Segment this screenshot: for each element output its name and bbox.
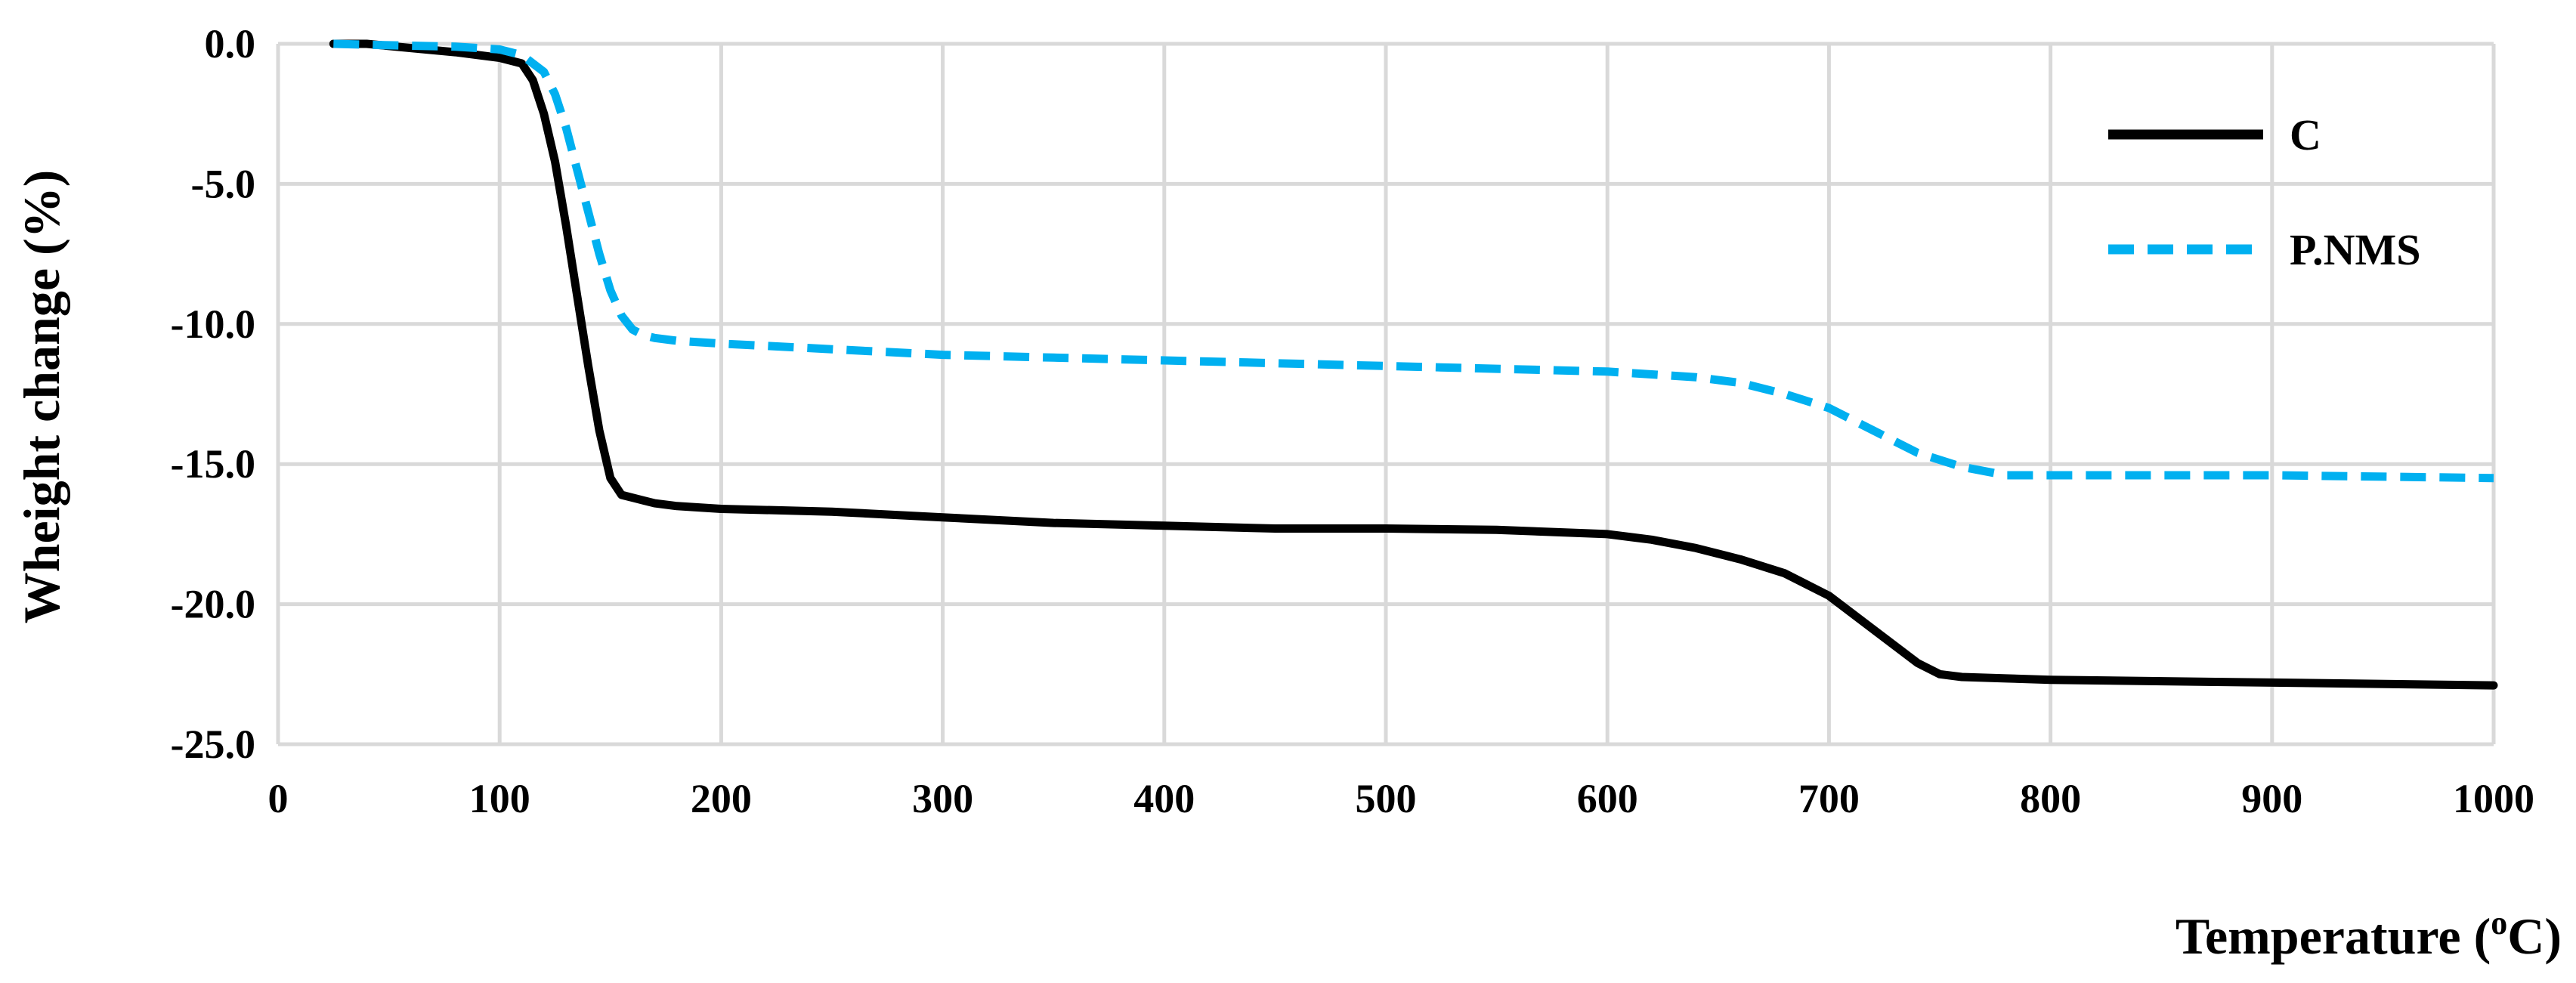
x-tick-label: 700 [1798, 776, 1860, 821]
x-tick-label: 600 [1577, 776, 1638, 821]
x-axis-title-end: C) [2507, 907, 2562, 965]
x-tick-label: 1000 [2453, 776, 2534, 821]
y-tick-label: -25.0 [171, 722, 255, 767]
y-axis-title: Wheight change (%) [13, 170, 70, 624]
x-tick-label: 300 [912, 776, 973, 821]
y-axis-tick-labels: 0.0 -5.0 -10.0 -15.0 -20.0 -25.0 [171, 21, 255, 767]
legend-label-pnms: P.NMS [2290, 225, 2421, 274]
x-tick-label: 100 [469, 776, 530, 821]
x-tick-label: 200 [691, 776, 752, 821]
x-axis-tick-labels: 0 100 200 300 400 500 600 700 800 900 1000 [268, 776, 2535, 821]
x-axis-title: Temperature (oC) [2176, 904, 2562, 965]
y-tick-label: 0.0 [205, 21, 256, 66]
x-tick-label: 900 [2241, 776, 2302, 821]
x-tick-label: 500 [1356, 776, 1417, 821]
legend-label-c: C [2290, 110, 2321, 159]
gridlines [276, 42, 2496, 747]
series-line-c [329, 39, 2498, 690]
x-tick-label: 400 [1133, 776, 1195, 821]
x-axis-title-superscript: o [2491, 904, 2507, 941]
series-lines [329, 39, 2498, 690]
y-tick-label: -15.0 [171, 441, 255, 487]
legend: C P.NMS [2108, 110, 2421, 274]
x-tick-label: 800 [2020, 776, 2081, 821]
y-tick-label: -20.0 [171, 582, 255, 627]
y-tick-label: -10.0 [171, 301, 255, 347]
x-tick-label: 0 [268, 776, 289, 821]
series-line-pnms [333, 39, 2494, 483]
y-tick-label: -5.0 [191, 161, 255, 206]
x-axis-title-main: Temperature ( [2176, 907, 2491, 965]
